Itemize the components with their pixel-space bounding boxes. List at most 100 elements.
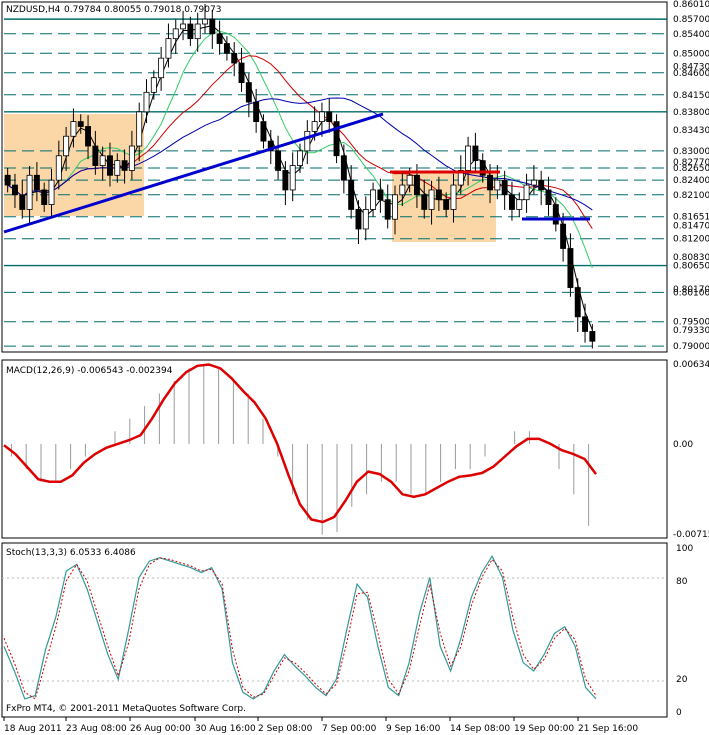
candle-body bbox=[165, 38, 172, 59]
candle-body bbox=[77, 121, 84, 127]
price-panel: NZDUSD,H4 0.79784 0.80055 0.79018 0.7907… bbox=[1, 0, 709, 353]
price-tick-label: 0.82650 bbox=[673, 164, 709, 174]
price-tick-label: 0.83800 bbox=[673, 108, 709, 118]
candle-body bbox=[216, 33, 223, 44]
candle-body bbox=[223, 43, 230, 54]
candle-body bbox=[311, 121, 318, 132]
candle-body bbox=[406, 174, 413, 186]
candle-body bbox=[304, 130, 311, 152]
price-tick-label: 0.82100 bbox=[673, 191, 709, 201]
candle-body bbox=[85, 126, 92, 147]
time-tick-label: 9 Sep 16:00 bbox=[386, 724, 441, 734]
price-tick-label: 0.82400 bbox=[673, 176, 709, 186]
candle-body bbox=[538, 179, 545, 191]
copyright-text: FxPro MT4, © 2001-2011 MetaQuotes Softwa… bbox=[6, 704, 246, 714]
stoch-axis-labels: 100 80 20 0 bbox=[676, 544, 693, 718]
candle-body bbox=[70, 121, 77, 137]
candle-body bbox=[508, 194, 515, 210]
candle-body bbox=[530, 179, 537, 186]
price-tick-label: 0.80830 bbox=[673, 253, 709, 263]
candle-body bbox=[443, 199, 450, 210]
price-tick-label: 0.84150 bbox=[673, 91, 709, 101]
price-level-lines bbox=[4, 18, 667, 347]
candle-body bbox=[523, 184, 530, 201]
time-tick-label: 2 Sep 08:00 bbox=[258, 724, 313, 734]
time-tick-label: 14 Sep 08:00 bbox=[450, 724, 510, 734]
time-tick-label: 19 Sep 00:00 bbox=[514, 724, 574, 734]
candle-body bbox=[326, 111, 333, 123]
candle-body bbox=[260, 121, 267, 142]
candle-body bbox=[370, 189, 377, 210]
stoch-tick-label: 80 bbox=[676, 577, 688, 587]
candle-body bbox=[465, 145, 472, 171]
macd-tick-label: 0.00 bbox=[673, 440, 693, 450]
time-tick-label: 21 Sep 16:00 bbox=[578, 724, 638, 734]
candle-body bbox=[238, 62, 245, 83]
candle-body bbox=[282, 170, 289, 191]
candle-body bbox=[501, 179, 508, 196]
candle-body bbox=[516, 199, 523, 210]
stoch-tick-label: 20 bbox=[676, 675, 688, 685]
ma-line bbox=[7, 97, 593, 211]
stoch-panel: Stoch(13,3,3) 6.0533 6.4086 FxPro MT4, ©… bbox=[1, 542, 693, 718]
time-tick-label: 7 Sep 00:00 bbox=[322, 724, 377, 734]
price-tick-label: 0.85400 bbox=[673, 30, 709, 40]
candle-body bbox=[589, 331, 596, 342]
macd-axis-labels: 0.00634 0.00 -0.00715 bbox=[673, 360, 709, 540]
candle-body bbox=[194, 23, 201, 40]
candle-body bbox=[552, 204, 559, 225]
candle-body bbox=[19, 194, 26, 210]
candle-body bbox=[4, 174, 11, 186]
candle-body bbox=[435, 189, 442, 201]
time-tick-label: 26 Aug 00:00 bbox=[130, 724, 191, 734]
stoch-label: Stoch(13,3,3) 6.0533 6.4086 bbox=[6, 548, 136, 558]
candle-body bbox=[121, 160, 128, 171]
candle-body bbox=[202, 18, 208, 25]
stoch-main-line bbox=[3, 554, 597, 700]
candle-body bbox=[209, 18, 216, 35]
candle-body bbox=[114, 160, 121, 176]
candle-body bbox=[33, 174, 40, 191]
candle-body bbox=[55, 155, 62, 181]
candle-body bbox=[413, 174, 420, 196]
macd-label: MACD(12,26,9) -0.006543 -0.002394 bbox=[6, 366, 173, 376]
candle-body bbox=[180, 23, 187, 30]
candle-body bbox=[428, 189, 435, 210]
candle-body bbox=[355, 209, 362, 230]
candle-body bbox=[479, 160, 486, 176]
candle-body bbox=[377, 189, 384, 201]
candle-body bbox=[487, 174, 493, 191]
ohlc-readout: 0.79784 0.80055 0.79018 0.79073 bbox=[64, 5, 221, 15]
time-tick-label: 30 Aug 16:00 bbox=[195, 724, 256, 734]
stoch-tick-label: 100 bbox=[676, 544, 693, 554]
macd-tick-label: -0.00715 bbox=[673, 530, 709, 540]
candle-body bbox=[275, 150, 282, 171]
price-tick-label: 0.83430 bbox=[673, 126, 709, 136]
candle-body bbox=[457, 170, 464, 186]
candle-body bbox=[318, 111, 325, 123]
price-tick-label: 0.81651 bbox=[673, 213, 709, 223]
price-tick-label: 0.85700 bbox=[673, 15, 709, 25]
price-tick-label: 0.81470 bbox=[673, 222, 709, 232]
candle-body bbox=[172, 28, 179, 40]
candle-body bbox=[26, 174, 33, 210]
candle-body bbox=[421, 194, 428, 210]
candle-body bbox=[136, 111, 143, 147]
candle-body bbox=[392, 194, 398, 220]
candle-body bbox=[560, 223, 567, 249]
price-axis-labels: 0.86010 0.85700 0.85400 0.85000 0.847300.846… bbox=[673, 0, 709, 352]
candle-body bbox=[92, 145, 99, 166]
candle-body bbox=[253, 101, 260, 123]
price-tick-label: 0.80650 bbox=[673, 262, 709, 272]
candle-body bbox=[267, 140, 274, 152]
candle-body bbox=[150, 77, 157, 93]
candle-body bbox=[158, 57, 165, 79]
price-tick-label: 0.79330 bbox=[673, 326, 709, 336]
price-tick-label: 0.84730 bbox=[673, 62, 709, 72]
time-tick-label: 23 Aug 08:00 bbox=[66, 724, 127, 734]
time-axis-labels: 18 Aug 2011 23 Aug 08:00 26 Aug 00:00 30 Au… bbox=[3, 717, 638, 734]
stoch-panel-frame bbox=[1, 542, 668, 718]
candle-body bbox=[348, 179, 355, 210]
macd-signal-line bbox=[3, 363, 597, 524]
